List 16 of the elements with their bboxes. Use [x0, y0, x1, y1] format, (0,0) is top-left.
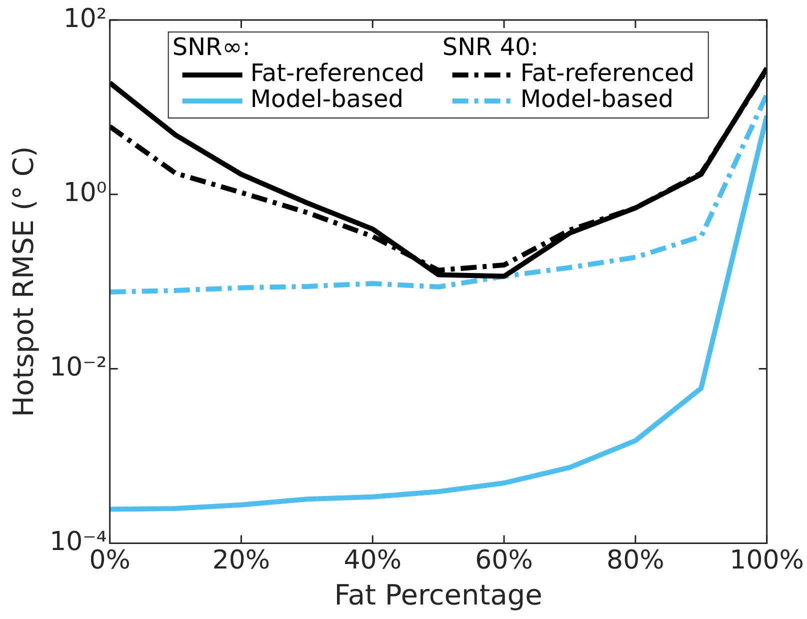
legend-label: Model-based [250, 85, 404, 114]
y-tick-label: 10⁰ [63, 178, 107, 208]
x-tick-label: 20% [212, 546, 270, 576]
y-tick-label: 10² [63, 4, 107, 34]
x-tick-label: 100% [730, 546, 804, 576]
x-tick-label: 60% [475, 546, 533, 576]
x-tick-label: 80% [606, 546, 664, 576]
legend-label: Fat-referenced [520, 59, 695, 88]
x-axis-title: Fat Percentage [334, 578, 542, 612]
legend-label: Fat-referenced [250, 59, 425, 88]
legend-label: Model-based [520, 85, 674, 114]
annotation: SNR∞: [172, 33, 250, 62]
x-tick-label: 40% [344, 546, 402, 576]
y-tick-label: 10⁻² [50, 352, 107, 383]
y-axis-title: Hotspot RMSE (° C) [7, 146, 40, 418]
annotation: SNR 40: [442, 33, 538, 62]
